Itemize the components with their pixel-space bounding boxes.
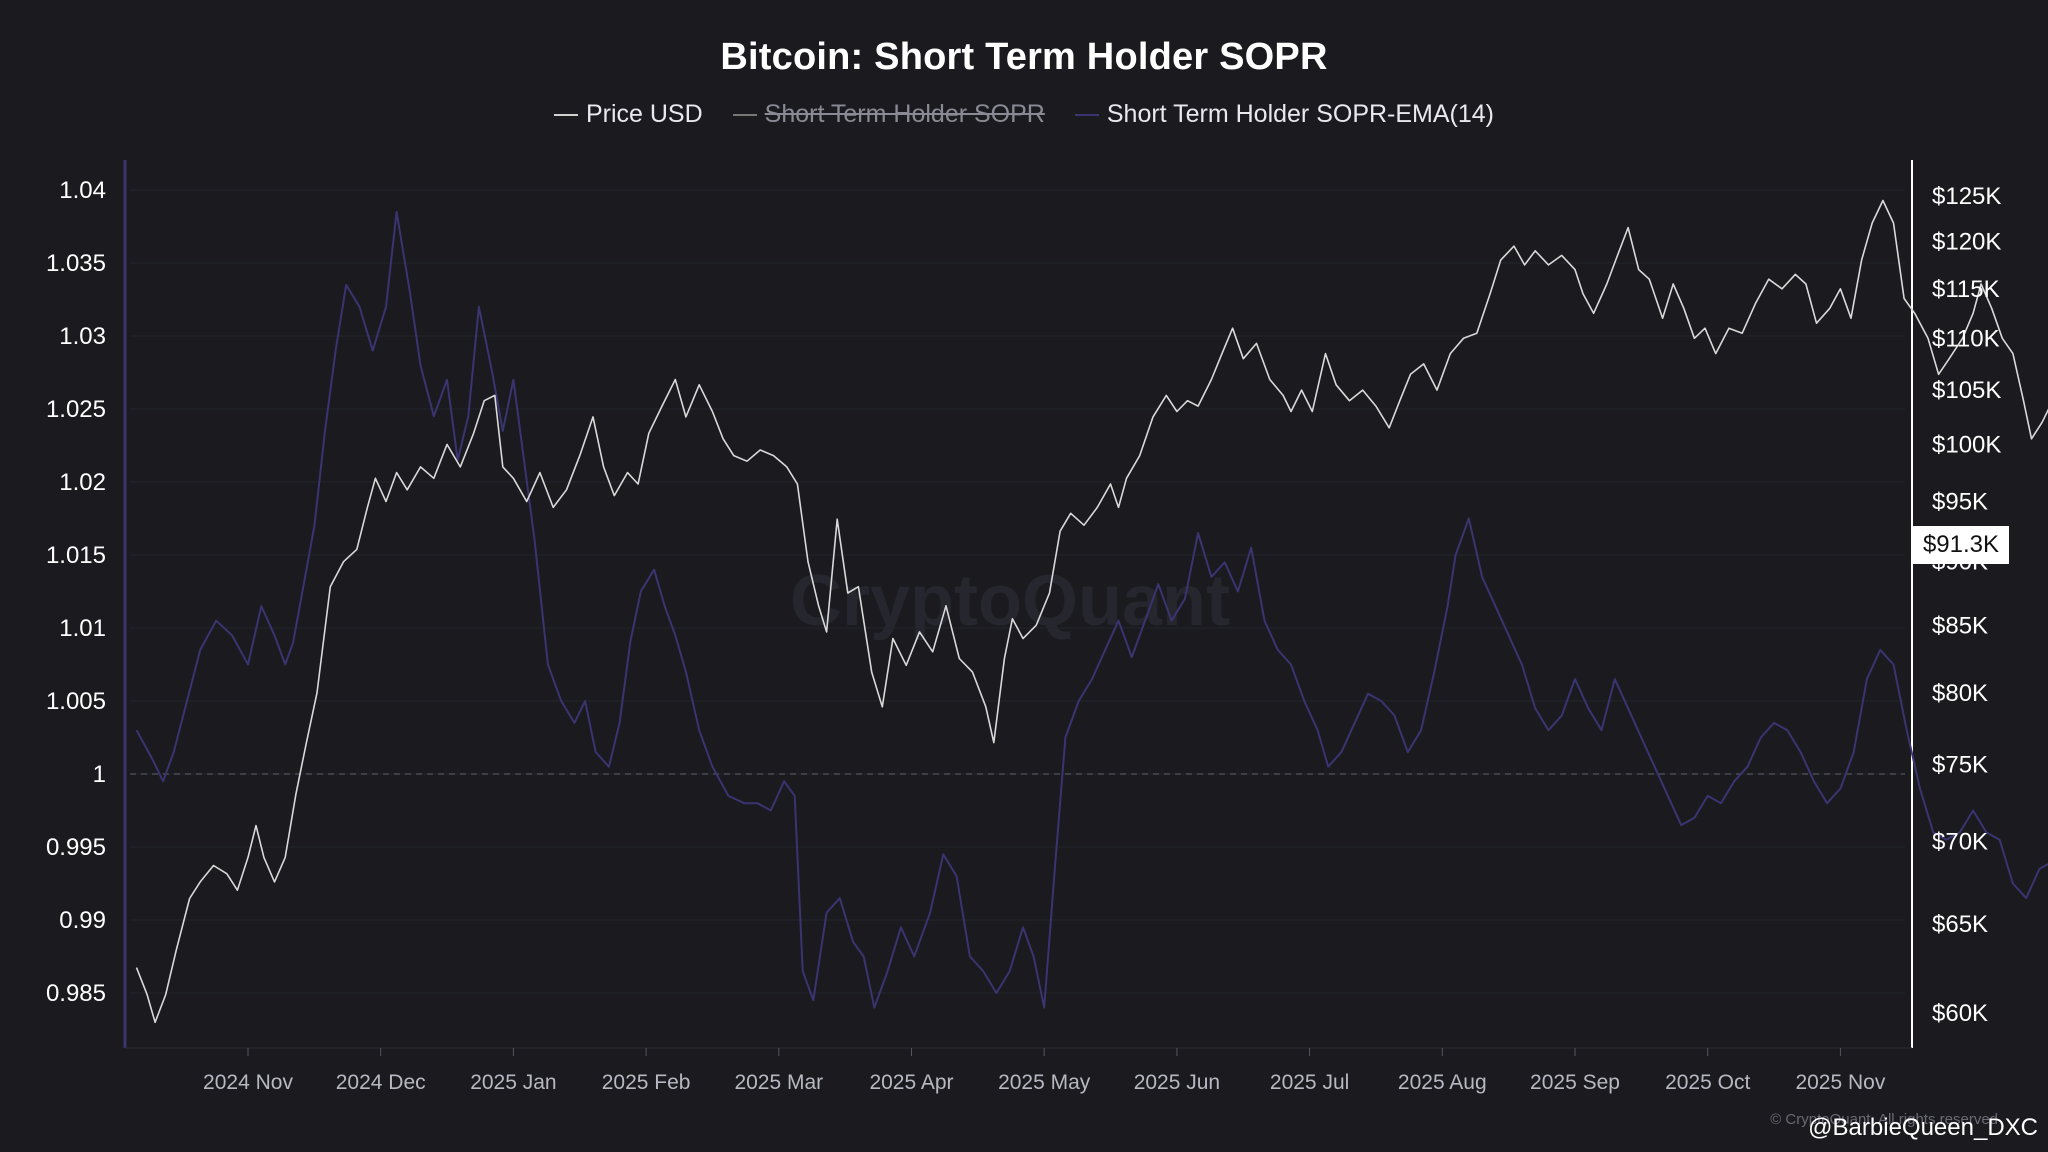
legend-item-sopr[interactable]: Short Term Holder SOPR <box>732 100 1045 129</box>
legend-swatch-price <box>553 113 578 116</box>
left-tick-label: 0.995 <box>46 834 106 861</box>
right-tick-label: $95K <box>1932 488 1988 515</box>
left-tick-label: 1.015 <box>46 542 106 569</box>
x-tick-label: 2025 May <box>998 1071 1091 1094</box>
left-tick-label: 0.985 <box>46 980 106 1007</box>
right-tick-label: $70K <box>1932 828 1988 855</box>
author-handle: @BarbieQueen_DXC <box>1808 1114 2038 1141</box>
x-tick-label: 2025 Sep <box>1530 1071 1620 1094</box>
legend: Price USD Short Term Holder SOPR Short T… <box>0 100 2048 129</box>
x-tick-label: 2024 Nov <box>203 1071 293 1094</box>
series-group <box>135 199 2048 1024</box>
x-tick-label: 2025 Jun <box>1134 1071 1220 1094</box>
legend-item-ema[interactable]: Short Term Holder SOPR-EMA(14) <box>1074 100 1495 129</box>
right-tick-label: $80K <box>1932 680 1988 707</box>
right-tick-label: $105K <box>1932 377 2001 404</box>
right-tick-label: $85K <box>1932 612 1988 639</box>
x-tick-label: 2025 Aug <box>1398 1071 1487 1094</box>
right-tick-label: $60K <box>1932 1000 1988 1027</box>
x-tick-label: 2025 Apr <box>869 1071 953 1094</box>
legend-label-price: Price USD <box>585 100 703 128</box>
series-line-sopr-ema <box>135 210 2048 1009</box>
right-tick-label: $65K <box>1932 911 1988 938</box>
chart-title: Bitcoin: Short Term Holder SOPR <box>720 36 1328 78</box>
last-price-badge: $91.3K <box>1913 526 2009 564</box>
right-tick-label: $120K <box>1932 228 2001 255</box>
x-tick-label: 2025 Jan <box>470 1071 556 1094</box>
right-tick-label: $115K <box>1932 276 2000 303</box>
left-tick-label: 1.005 <box>46 688 106 715</box>
copyright: © CryptoQuant. All rights reserved <box>1770 1111 1998 1128</box>
x-tick-label: 2025 Jul <box>1270 1071 1349 1094</box>
right-tick-label: $110K <box>1932 325 2000 352</box>
left-tick-label: 1.025 <box>46 396 106 423</box>
legend-swatch-ema <box>1074 113 1099 116</box>
left-tick-label: 1 <box>93 761 106 788</box>
legend-label-sopr: Short Term Holder SOPR <box>764 100 1045 128</box>
x-tick-label: 2025 Mar <box>734 1071 823 1094</box>
left-tick-label: 1.01 <box>59 615 106 642</box>
legend-label-ema: Short Term Holder SOPR-EMA(14) <box>1106 100 1495 128</box>
x-tick-label: 2024 Dec <box>336 1071 426 1094</box>
left-axis-ticks: 1.04 1.035 1.03 1.025 1.02 1.015 1.01 1.005 1 0.9… <box>46 177 106 1007</box>
right-tick-label: $100K <box>1932 431 2001 458</box>
left-tick-label: 1.035 <box>46 250 106 277</box>
legend-swatch-sopr <box>732 113 757 116</box>
left-tick-label: 1.04 <box>59 177 106 204</box>
gridlines <box>130 189 1905 994</box>
series-line-price <box>135 199 2048 1024</box>
right-tick-label: $75K <box>1932 752 1988 779</box>
left-tick-label: 1.02 <box>59 469 106 496</box>
right-tick-label: $125K <box>1932 183 2001 210</box>
left-tick-label: 0.99 <box>59 907 106 934</box>
legend-item-price[interactable]: Price USD <box>553 100 703 129</box>
x-tick-label: 2025 Feb <box>602 1071 691 1094</box>
x-tick-label: 2025 Nov <box>1795 1071 1885 1094</box>
x-tick-label: 2025 Oct <box>1665 1071 1750 1094</box>
left-tick-label: 1.03 <box>59 323 106 350</box>
right-axis-ticks: $125K$120K$115K$110K$105K$100K$95K$90K$8… <box>1932 183 2001 1027</box>
x-axis-ticks: 2024 Nov 2024 Dec 2025 Jan 2025 Feb 2025 Mar… <box>203 1048 1886 1094</box>
